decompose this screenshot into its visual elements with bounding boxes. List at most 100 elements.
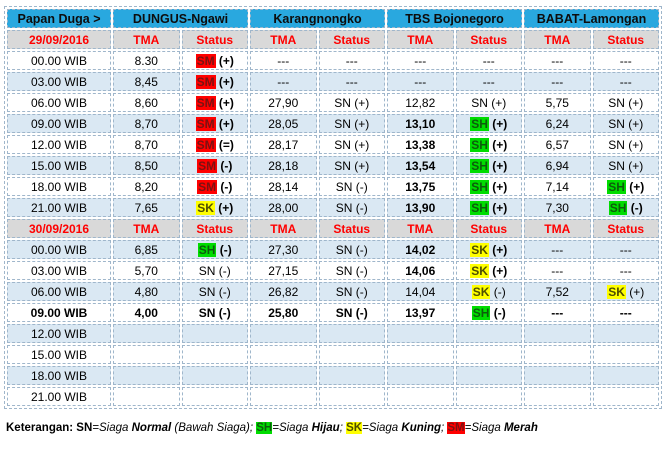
status-cell: SN (+)	[318, 114, 385, 133]
status-cell	[455, 366, 522, 385]
tma-cell	[387, 345, 454, 364]
status-cell	[318, 387, 385, 406]
tma-cell: ---	[524, 51, 591, 70]
tma-cell: ---	[524, 72, 591, 91]
legend-text: (Bawah Siaga);	[171, 422, 257, 434]
data-row: 06.00 WIB 8,60 SM (+) 27,90 SN (+) 12,82 SN (+…	[7, 93, 659, 112]
status-suffix: (-)	[490, 284, 506, 299]
status-cell: SN (+)	[455, 93, 522, 112]
col-header-status: Status	[592, 219, 659, 238]
legend-text: Merah	[503, 422, 538, 434]
status-token: SM	[195, 74, 216, 89]
col-header-tma: TMA	[113, 30, 180, 49]
status-cell: SM (+)	[181, 51, 248, 70]
status-cell: SM (=)	[181, 135, 248, 154]
status-suffix: (+)	[215, 74, 234, 89]
status-cell: SK (-)	[455, 282, 522, 301]
data-row: 18.00 WIB	[7, 366, 659, 385]
status-cell: SN (-)	[318, 303, 385, 322]
tma-cell	[387, 324, 454, 343]
tma-cell: 8.30	[113, 51, 180, 70]
status-cell: SN (+)	[592, 156, 659, 175]
tma-cell: 8,50	[113, 156, 180, 175]
col-header-tma: TMA	[387, 219, 454, 238]
tma-cell: ---	[250, 51, 317, 70]
legend-text: =Siaga	[272, 422, 312, 434]
status-cell	[592, 366, 659, 385]
tma-cell: 27,15	[250, 261, 317, 280]
tma-cell: 13,10	[387, 114, 454, 133]
tma-cell: ---	[524, 240, 591, 259]
tma-cell: 4,80	[113, 282, 180, 301]
col-header-status: Status	[592, 30, 659, 49]
status-token: SM	[195, 95, 216, 110]
status-cell: SM (+)	[181, 114, 248, 133]
date-header-row: 29/09/2016 TMA Status TMA Status TMA Status TMA…	[7, 30, 659, 49]
status-suffix: (+)	[488, 137, 508, 152]
status-cell: SH (+)	[455, 177, 522, 196]
status-cell: SM (+)	[181, 72, 248, 91]
tma-cell: 6,85	[113, 240, 180, 259]
tma-cell: 14,04	[387, 282, 454, 301]
tma-cell: 27,90	[250, 93, 317, 112]
time-cell: 03.00 WIB	[7, 261, 111, 280]
status-cell: SM (-)	[181, 156, 248, 175]
status-token: SH	[607, 179, 626, 194]
status-cell	[455, 387, 522, 406]
status-cell: SN (-)	[318, 240, 385, 259]
time-cell: 09.00 WIB	[7, 114, 111, 133]
legend-text: Hijau	[311, 422, 340, 434]
status-token: SH	[471, 305, 491, 320]
tma-cell: 8,60	[113, 93, 180, 112]
status-token: SH	[470, 179, 489, 194]
status-cell	[318, 366, 385, 385]
status-suffix: (-)	[216, 242, 232, 257]
tma-cell: 13,38	[387, 135, 454, 154]
status-cell	[181, 345, 248, 364]
tma-cell: 7,14	[524, 177, 591, 196]
papan-duga-table: Papan Duga > DUNGUS-Ngawi Karangnongko T…	[4, 6, 662, 409]
status-token: SK	[196, 200, 215, 215]
legend-text: SN	[76, 422, 93, 434]
tma-cell: 13,54	[387, 156, 454, 175]
data-row: 00.00 WIB 8.30 SM (+) --- --- --- --- --- ---	[7, 51, 659, 70]
status-suffix: (-)	[490, 305, 506, 320]
data-row: 00.00 WIB 6,85 SH (-) 27,30 SN (-) 14,02 SK (+…	[7, 240, 659, 259]
legend-status-token: SH	[256, 422, 273, 434]
legend-text: =Siaga	[464, 422, 504, 434]
data-row: 03.00 WIB 5,70 SN (-) 27,15 SN (-) 14,06 SK (+…	[7, 261, 659, 280]
date-cell: 29/09/2016	[7, 30, 111, 49]
status-token: SM	[195, 116, 216, 131]
station-header-row: Papan Duga > DUNGUS-Ngawi Karangnongko T…	[7, 9, 659, 28]
legend-status-token: SK	[346, 422, 363, 434]
status-suffix: (=)	[215, 137, 234, 152]
status-cell	[181, 387, 248, 406]
tma-cell: 13,97	[387, 303, 454, 322]
status-cell	[592, 387, 659, 406]
tma-cell	[113, 366, 180, 385]
col-header-tma: TMA	[387, 30, 454, 49]
status-cell: SN (+)	[592, 135, 659, 154]
status-cell	[455, 324, 522, 343]
status-cell	[455, 345, 522, 364]
col-header-tma: TMA	[524, 219, 591, 238]
status-cell: SN (+)	[318, 93, 385, 112]
tma-cell: 7,52	[524, 282, 591, 301]
station-header-karangnongko: Karangnongko	[250, 9, 385, 28]
status-cell: SH (-)	[592, 198, 659, 217]
legend-text: ;	[339, 422, 347, 434]
status-cell: ---	[318, 51, 385, 70]
tma-cell: ---	[524, 303, 591, 322]
tma-cell: 7,65	[113, 198, 180, 217]
status-cell: SN (-)	[318, 198, 385, 217]
station-header-dungus: DUNGUS-Ngawi	[113, 9, 248, 28]
status-token: SH	[470, 200, 489, 215]
status-cell: SN (-)	[181, 303, 248, 322]
status-suffix: (-)	[627, 200, 643, 215]
time-cell: 12.00 WIB	[7, 324, 111, 343]
tma-cell	[250, 345, 317, 364]
time-cell: 06.00 WIB	[7, 93, 111, 112]
status-cell: ---	[592, 51, 659, 70]
col-header-tma: TMA	[524, 30, 591, 49]
data-row: 03.00 WIB 8,45 SM (+) --- --- --- --- --- ---	[7, 72, 659, 91]
